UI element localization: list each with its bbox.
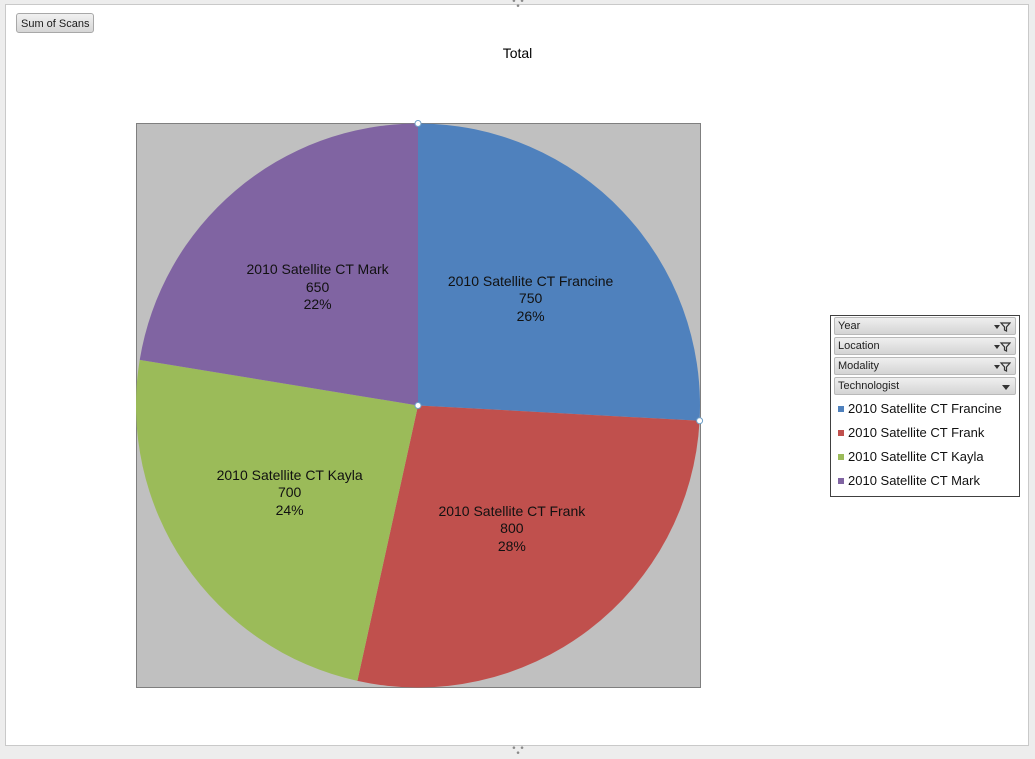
- field-button-label: Year: [838, 320, 861, 332]
- selection-handle[interactable]: [414, 120, 422, 127]
- legend-swatch: [838, 430, 844, 436]
- sum-of-scans-field-button[interactable]: Sum of Scans: [16, 13, 95, 33]
- field-button-technologist[interactable]: Technologist: [834, 377, 1016, 395]
- pie-slice-francine[interactable]: [418, 123, 700, 421]
- legend-entry[interactable]: 2010 Satellite CT Frank: [831, 423, 1019, 447]
- legend-entry-label: 2010 Satellite CT Francine: [848, 401, 1002, 416]
- data-label-value: 800: [500, 520, 524, 537]
- legend-entry-label: 2010 Satellite CT Frank: [848, 425, 985, 440]
- field-button-modality[interactable]: Modality: [834, 357, 1016, 375]
- top-resize-handle[interactable]: • • •: [511, 0, 525, 12]
- data-label-percent: 24%: [275, 501, 304, 518]
- field-button-year[interactable]: Year: [834, 317, 1016, 335]
- legend-swatch: [838, 478, 844, 484]
- field-button-location[interactable]: Location: [834, 337, 1016, 355]
- dropdown-filter-icon[interactable]: [993, 322, 1011, 332]
- data-label-value: 750: [518, 290, 543, 307]
- data-label[interactable]: 2010 Satellite CT Frank 800 28%: [392, 503, 632, 556]
- data-label-value: 650: [305, 278, 330, 295]
- data-label-percent: 26%: [516, 307, 545, 324]
- legend-entry[interactable]: 2010 Satellite CT Kayla: [831, 447, 1019, 471]
- selection-handle[interactable]: [696, 417, 704, 425]
- legend: Year Location Modality Technologist 2010 Sa…: [830, 315, 1020, 497]
- dropdown-filter-icon[interactable]: [993, 362, 1011, 372]
- dropdown-filter-icon[interactable]: [993, 342, 1011, 352]
- data-label[interactable]: 2010 Satellite CT Kayla 700 24%: [170, 467, 410, 520]
- data-label-percent: 28%: [497, 537, 526, 554]
- data-label-category: 2010 Satellite CT Francine: [447, 272, 614, 289]
- field-button-label: Location: [838, 340, 880, 352]
- data-label-category: 2010 Satellite CT Mark: [246, 261, 389, 278]
- legend-swatch: [838, 454, 844, 460]
- legend-swatch: [838, 406, 844, 412]
- pie-slice-frank[interactable]: [357, 405, 700, 688]
- data-label[interactable]: 2010 Satellite CT Mark 650 22%: [198, 261, 438, 314]
- pie-slice-mark[interactable]: [139, 123, 419, 406]
- dropdown-arrow-icon[interactable]: [993, 382, 1011, 392]
- data-label-category: 2010 Satellite CT Frank: [438, 502, 586, 519]
- data-label-percent: 22%: [303, 296, 332, 313]
- legend-entry[interactable]: 2010 Satellite CT Francine: [831, 399, 1019, 423]
- legend-entry-label: 2010 Satellite CT Kayla: [848, 449, 984, 464]
- selection-handle[interactable]: [414, 402, 422, 409]
- pie-slice-kayla[interactable]: [136, 359, 419, 681]
- legend-entry-label: 2010 Satellite CT Mark: [848, 473, 980, 488]
- data-label-category: 2010 Satellite CT Kayla: [216, 466, 363, 483]
- chart-title: Total: [502, 45, 533, 61]
- field-button-label: Modality: [838, 360, 879, 372]
- legend-entry[interactable]: 2010 Satellite CT Mark: [831, 471, 1019, 495]
- data-label-value: 700: [277, 484, 302, 501]
- field-button-label: Technologist: [838, 380, 900, 392]
- data-label[interactable]: 2010 Satellite CT Francine 750 26%: [411, 273, 651, 326]
